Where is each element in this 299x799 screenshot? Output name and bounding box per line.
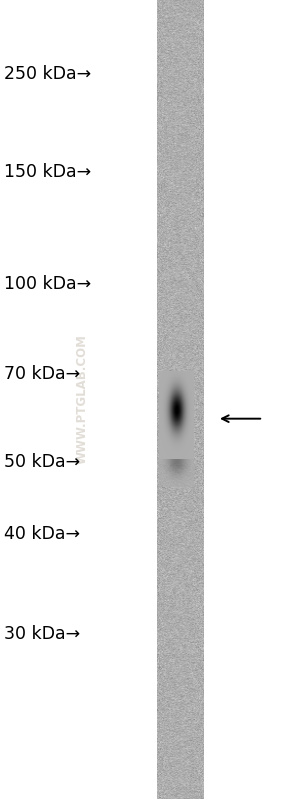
Text: 100 kDa→: 100 kDa→ (4, 275, 91, 292)
Text: WWW.PTGLAB.COM: WWW.PTGLAB.COM (76, 335, 89, 464)
Text: 250 kDa→: 250 kDa→ (4, 66, 91, 83)
Text: 30 kDa→: 30 kDa→ (4, 625, 81, 642)
Text: 70 kDa→: 70 kDa→ (4, 365, 81, 383)
Text: 50 kDa→: 50 kDa→ (4, 453, 81, 471)
Text: 150 kDa→: 150 kDa→ (4, 163, 91, 181)
Text: 40 kDa→: 40 kDa→ (4, 525, 80, 543)
